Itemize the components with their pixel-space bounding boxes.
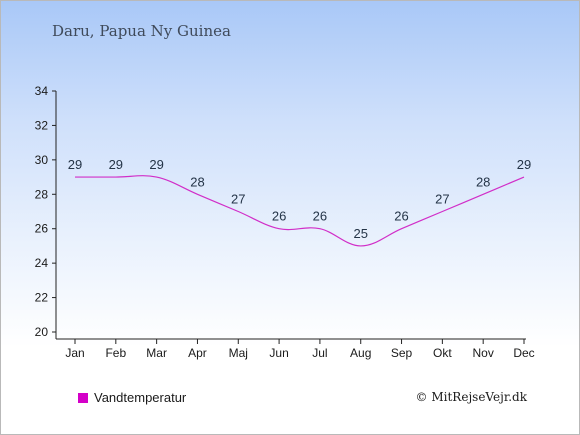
data-label: 28 [476, 174, 490, 189]
legend: Vandtemperatur [78, 390, 186, 405]
x-tick-label: Mar [146, 346, 167, 360]
x-tick-label: Okt [433, 346, 452, 360]
copyright-text: © MitRejseVejr.dk [415, 390, 527, 404]
data-label: 26 [394, 209, 408, 224]
data-label: 25 [353, 226, 367, 241]
x-tick-label: Jun [269, 346, 288, 360]
x-tick-label: Maj [229, 346, 248, 360]
data-labels: 29 29 29 28 27 26 26 25 26 27 28 29 [68, 157, 531, 241]
x-tick-label: Jan [65, 346, 84, 360]
legend-swatch [78, 392, 88, 403]
y-tick-label: 22 [35, 291, 49, 305]
y-tick-label: 28 [35, 187, 49, 201]
x-tick-label: Apr [188, 346, 207, 360]
data-label: 29 [517, 157, 531, 172]
y-tick-label: 24 [35, 256, 49, 270]
axes [55, 91, 526, 340]
data-label: 29 [68, 157, 82, 172]
y-tick-label: 20 [35, 325, 49, 339]
data-label: 27 [231, 192, 245, 207]
x-ticks: Jan Feb Mar Apr Maj Jun Jul Aug Sep Okt Nov Dec [65, 339, 535, 360]
x-tick-label: Nov [473, 346, 494, 360]
data-label: 28 [190, 174, 204, 189]
y-tick-label: 26 [35, 222, 49, 236]
data-label: 29 [149, 157, 163, 172]
data-label: 27 [435, 192, 449, 207]
y-tick-label: 34 [35, 84, 49, 98]
location-title: Daru, Papua Ny Guinea [52, 22, 231, 40]
data-label: 29 [109, 157, 123, 172]
x-tick-label: Feb [105, 346, 126, 360]
series-line-vandtemperatur [75, 175, 525, 247]
x-tick-label: Aug [350, 346, 371, 360]
y-ticks: 20 22 24 26 28 30 32 34 [35, 84, 56, 339]
y-tick-label: 30 [35, 153, 49, 167]
y-tick-label: 32 [35, 118, 49, 132]
x-tick-label: Sep [391, 346, 413, 360]
x-tick-label: Jul [312, 346, 327, 360]
data-label: 26 [313, 209, 327, 224]
data-label: 26 [272, 209, 286, 224]
x-tick-label: Dec [513, 346, 534, 360]
legend-label: Vandtemperatur [94, 390, 187, 405]
